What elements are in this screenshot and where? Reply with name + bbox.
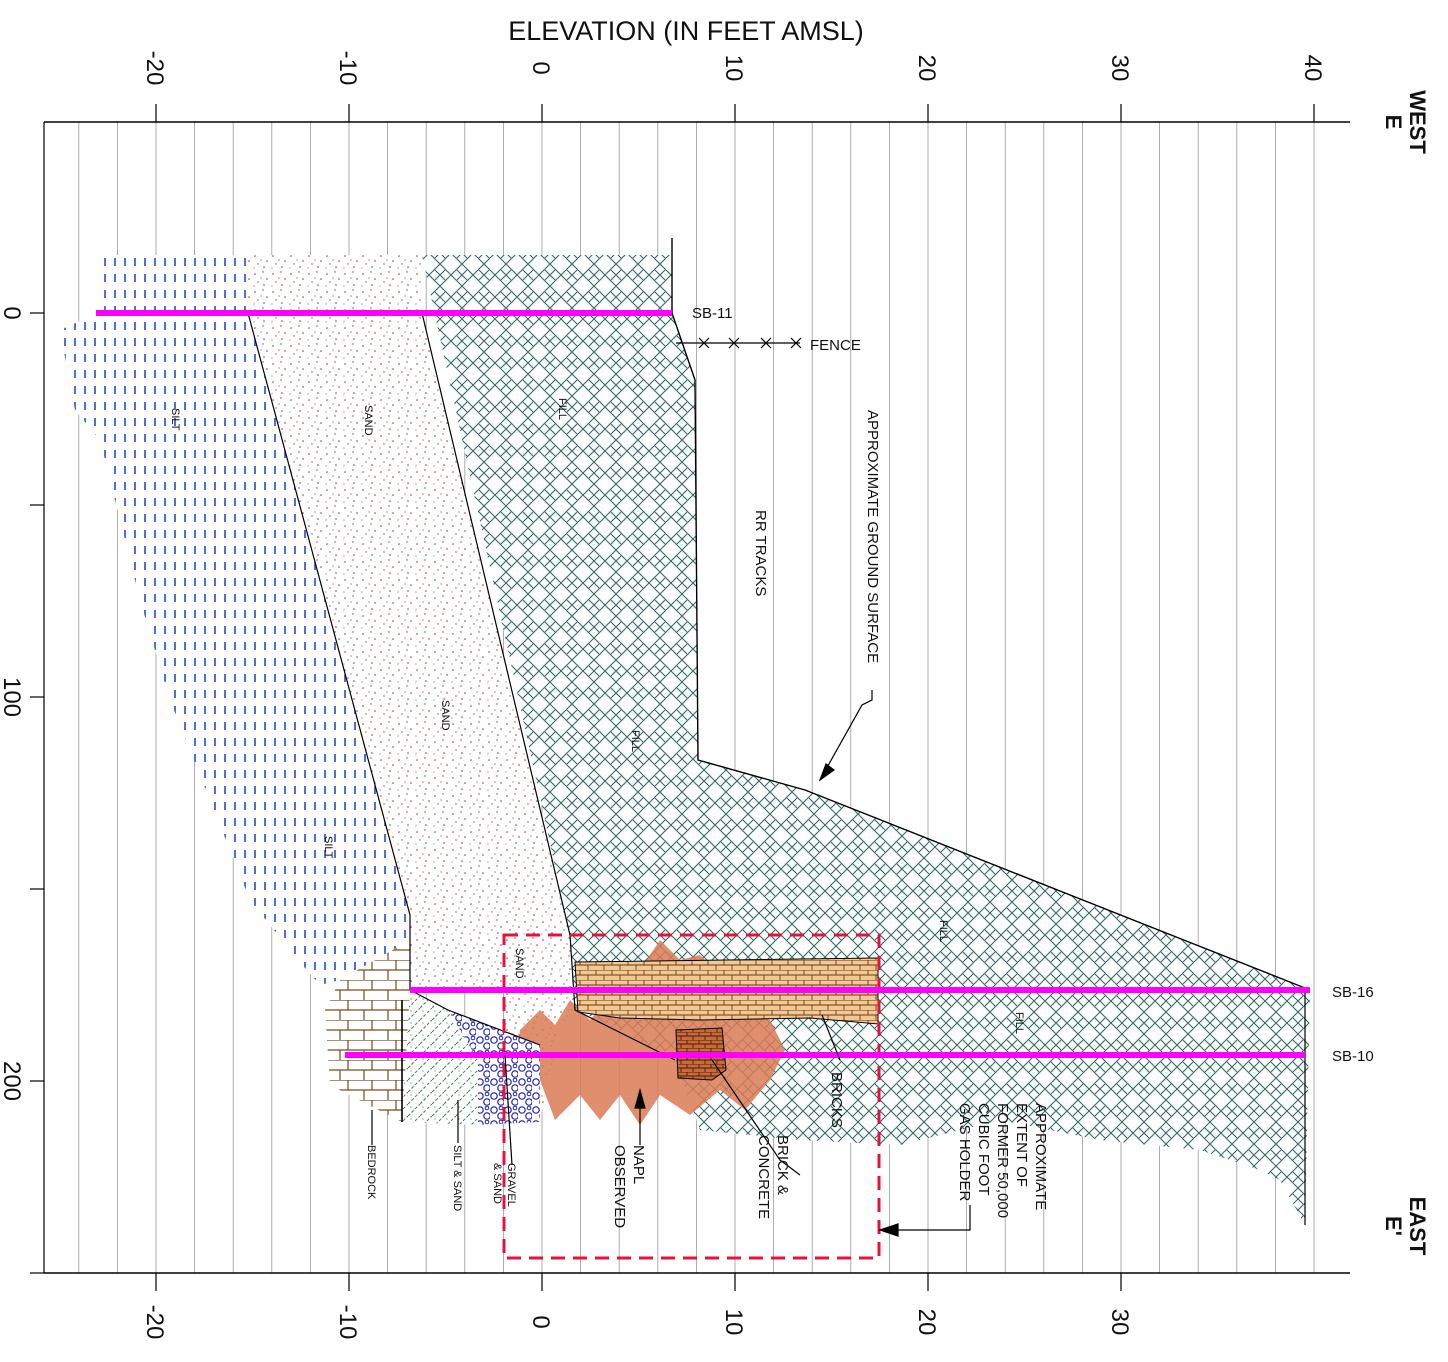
elevation-ticks-bottom: -20 -10 0 10 20 30 [141,1273,1133,1339]
silt-label-2: SILT [322,836,334,859]
bedrock-label: BEDROCK [365,1145,377,1200]
sand-label-2: SAND [439,700,451,731]
gravel-sand-layer [448,1010,540,1125]
elevation-tick-label: 30 [1106,55,1133,82]
sand-layer [248,255,570,990]
elevation-tick-label: 20 [913,55,940,82]
elevation-tick-label: -20 [141,51,168,86]
ground-surface-label: APPROXIMATE GROUND SURFACE [864,410,881,663]
elevation-tick-label: -10 [334,51,361,86]
leader-lines [371,690,971,1237]
elevation-tick-label: 10 [720,1309,747,1336]
gas-holder-extent-box [502,933,881,1260]
gas-holder-label-4: CUBIC FOOT [975,1103,992,1196]
elevation-tick-label: 0 [527,1315,554,1328]
distance-ticks: 0 100 200 [0,306,44,1274]
fence-symbol [676,337,802,349]
gravel-sand-label-2: & SAND [491,1163,503,1204]
elevation-tick-label: 0 [527,61,554,74]
east-label: EAST [1405,1197,1430,1256]
west-label: WEST [1405,90,1430,154]
gas-holder-label-5: GAS HOLDER [956,1103,973,1202]
elevation-tick-label: 20 [913,1309,940,1336]
lower-callouts: GRAVEL & SAND SILT & SAND BEDROCK [365,1145,517,1211]
elevation-tick-label: -10 [334,1305,361,1340]
ground-surface-line [671,238,1311,991]
sand-label-3: SAND [513,948,525,979]
gravel-sand-label-1: GRAVEL [505,1163,517,1207]
bedrock-layer [325,940,410,1122]
gas-holder-label-1: APPROXIMATE [1032,1103,1049,1210]
boring-label-sb-11: SB-11 [692,305,733,322]
west-code: E [1381,115,1406,130]
distance-tick-label: 200 [0,1061,25,1101]
boring-label-sb-16: SB-16 [1332,984,1374,1001]
brick-concrete-label-2: CONCRETE [755,1135,772,1219]
axis-title: ELEVATION (IN FEET AMSL) [508,16,864,46]
distance-tick-label: 100 [0,677,25,717]
boring-label-sb-10: SB-10 [1332,1048,1374,1065]
bricks-label: BRICKS [828,1072,845,1128]
elevation-tick-label: -20 [141,1305,168,1340]
napl-label-2: OBSERVED [611,1145,628,1228]
silt-label-1: SILT [169,408,181,431]
rr-tracks-label: RR TRACKS [752,510,769,596]
sand-label-1: SAND [362,405,374,436]
stratigraphy [60,238,1311,1225]
layer-labels: FILL FILL FILL FILL SAND SAND SAND SILT … [169,398,1025,1034]
silt-layer [60,255,410,985]
fence-label: FENCE [810,337,861,354]
silt-sand-label: SILT & SAND [451,1145,463,1211]
east-code: E' [1381,1216,1406,1236]
napl-label-1: NAPL [630,1145,647,1184]
gas-holder-label-3: FORMER 50,000 [994,1103,1011,1218]
elevation-ticks-top: -20 -10 0 10 20 30 40 [141,51,1326,122]
elevation-tick-label: 30 [1106,1309,1133,1336]
fill-label-3: FILL [937,920,949,942]
fill-label-2: FILL [629,730,641,752]
elevation-tick-label: 10 [720,55,747,82]
fill-label-4: FILL [1013,1012,1025,1034]
fill-label-1: FILL [556,398,568,420]
brick-concrete-label-1: BRICK & [774,1135,791,1195]
legend-callouts: BRICKS BRICK & CONCRETE NAPL OBSERVED AP… [611,1072,1049,1228]
distance-tick-label: 0 [0,306,25,319]
elevation-tick-label: 40 [1299,55,1326,82]
gas-holder-label-2: EXTENT OF [1013,1103,1030,1187]
